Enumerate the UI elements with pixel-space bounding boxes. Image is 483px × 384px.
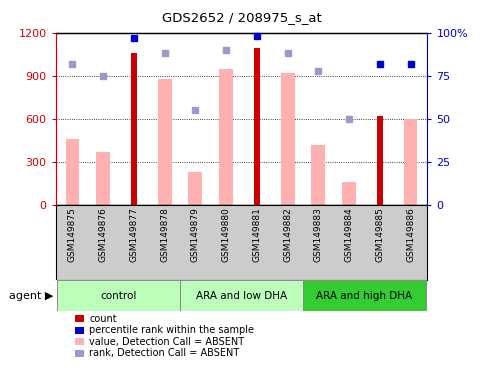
- Text: rank, Detection Call = ABSENT: rank, Detection Call = ABSENT: [89, 348, 240, 358]
- Text: agent ▶: agent ▶: [9, 291, 53, 301]
- Text: GSM149877: GSM149877: [129, 207, 139, 262]
- Bar: [219, 69, 233, 205]
- Text: count: count: [89, 314, 117, 324]
- Text: GSM149884: GSM149884: [344, 207, 354, 262]
- Text: GSM149886: GSM149886: [406, 207, 415, 262]
- Text: GSM149878: GSM149878: [160, 207, 169, 262]
- Bar: [281, 73, 295, 205]
- Text: GSM149885: GSM149885: [375, 207, 384, 262]
- Text: GSM149881: GSM149881: [253, 207, 261, 262]
- Bar: [96, 152, 110, 205]
- Bar: [158, 79, 171, 205]
- Bar: [131, 53, 137, 205]
- Text: GSM149879: GSM149879: [191, 207, 200, 262]
- Text: GSM149883: GSM149883: [314, 207, 323, 262]
- Text: GSM149875: GSM149875: [68, 207, 77, 262]
- Text: value, Detection Call = ABSENT: value, Detection Call = ABSENT: [89, 337, 244, 347]
- Text: percentile rank within the sample: percentile rank within the sample: [89, 325, 255, 335]
- Text: ARA and high DHA: ARA and high DHA: [316, 291, 412, 301]
- Bar: [180, 280, 303, 311]
- Bar: [254, 48, 260, 205]
- Bar: [188, 172, 202, 205]
- Text: GSM149882: GSM149882: [283, 207, 292, 262]
- Bar: [57, 280, 180, 311]
- Text: GDS2652 / 208975_s_at: GDS2652 / 208975_s_at: [162, 12, 321, 25]
- Bar: [404, 119, 417, 205]
- Text: control: control: [100, 291, 137, 301]
- Text: GSM149876: GSM149876: [99, 207, 108, 262]
- Bar: [377, 116, 383, 205]
- Bar: [312, 145, 325, 205]
- Bar: [342, 182, 356, 205]
- Bar: [303, 280, 426, 311]
- Text: ARA and low DHA: ARA and low DHA: [196, 291, 287, 301]
- Bar: [66, 139, 79, 205]
- Text: GSM149880: GSM149880: [222, 207, 230, 262]
